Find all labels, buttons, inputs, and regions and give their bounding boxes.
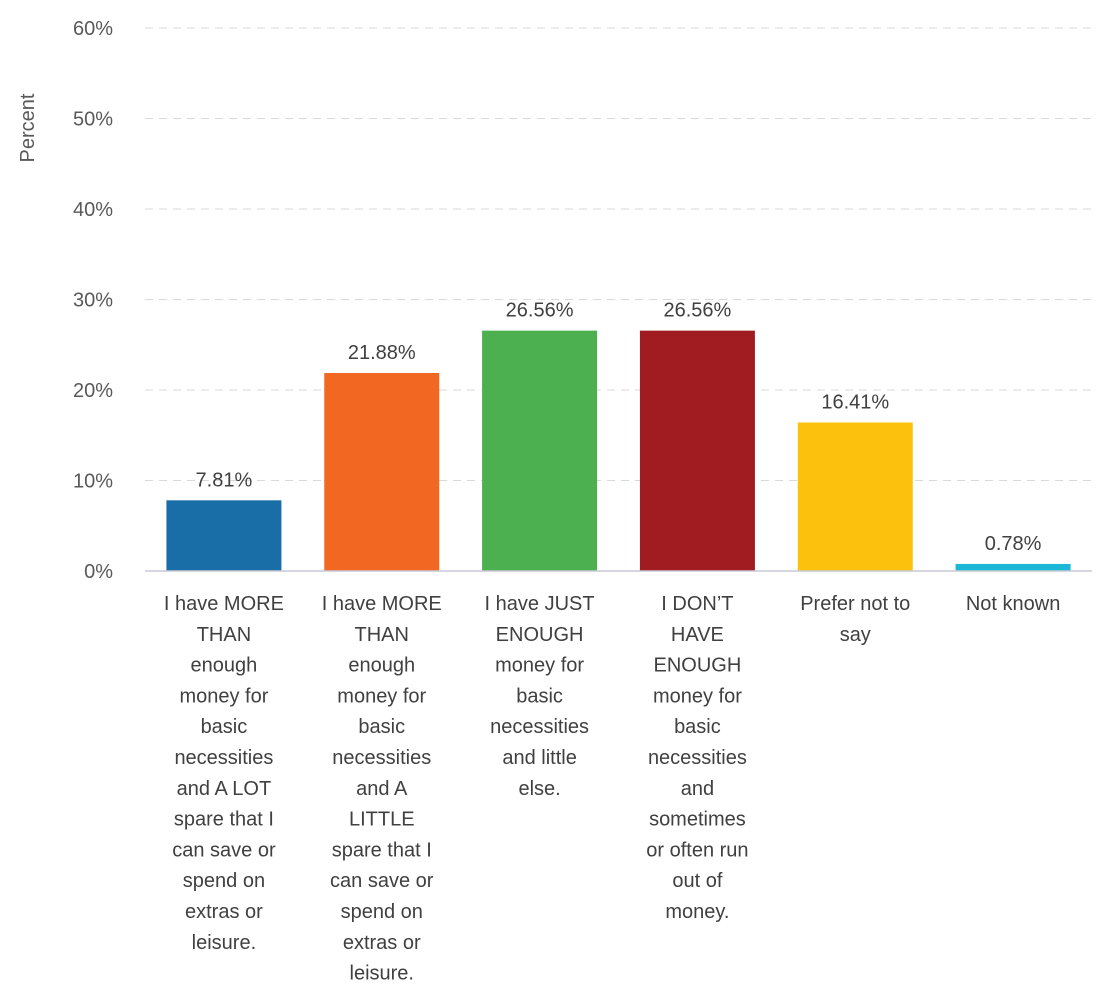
category-label-line: spare that I bbox=[332, 839, 432, 861]
category-label-line: Not known bbox=[966, 593, 1061, 615]
category-label-line: I have JUST bbox=[485, 593, 595, 615]
y-tick-label: 30% bbox=[73, 290, 113, 312]
category-label-line: and A LOT bbox=[177, 778, 272, 800]
y-tick-label: 50% bbox=[73, 109, 113, 131]
data-label: 26.56% bbox=[506, 300, 574, 322]
category-label-line: out of bbox=[672, 870, 722, 892]
category-label: I have MORE THAN enough money for basic neces… bbox=[322, 593, 442, 985]
category-label-line: basic bbox=[201, 716, 248, 738]
gridlines bbox=[145, 27, 1092, 481]
data-label: 16.41% bbox=[821, 391, 889, 413]
category-label: I have JUST ENOUGH money for basic necessiti… bbox=[485, 593, 595, 800]
category-label-line: I DON’T bbox=[661, 593, 733, 615]
data-labels: 7.81% 21.88% 26.56% 26.56% 16.41% 0.78% bbox=[196, 300, 1042, 555]
category-label: I DON’T HAVE ENOUGH money for basic necessiti… bbox=[646, 593, 748, 923]
category-label-line: leisure. bbox=[350, 963, 414, 985]
bar bbox=[482, 330, 598, 571]
category-label-line: ENOUGH bbox=[496, 624, 584, 646]
category-label-line: extras or bbox=[185, 901, 263, 923]
x-axis-categories: I have MORE THAN enough money for basic neces… bbox=[164, 593, 1060, 985]
y-tick-label: 0% bbox=[84, 561, 113, 583]
category-label-line: THAN bbox=[197, 624, 251, 646]
category-label: I have MORE THAN enough money for basic neces… bbox=[164, 593, 284, 954]
category-label-line: I have MORE bbox=[164, 593, 284, 615]
category-label-line: necessities bbox=[490, 716, 589, 738]
bars bbox=[166, 330, 1071, 571]
category-label-line: spare that I bbox=[174, 809, 274, 831]
category-label-line: and little bbox=[502, 747, 577, 769]
data-label: 21.88% bbox=[348, 342, 416, 364]
category-label-line: I have MORE bbox=[322, 593, 442, 615]
category-label: Prefer not to say bbox=[800, 593, 910, 646]
category-label-line: LITTLE bbox=[349, 809, 415, 831]
category-label-line: say bbox=[840, 624, 871, 646]
category-label-line: money for bbox=[653, 685, 742, 707]
category-label-line: enough bbox=[348, 655, 415, 677]
y-tick-label: 60% bbox=[73, 18, 113, 40]
category-label-line: money for bbox=[337, 685, 426, 707]
category-label-line: necessities bbox=[174, 747, 273, 769]
category-label-line: sometimes bbox=[649, 809, 746, 831]
category-label-line: can save or bbox=[172, 839, 276, 861]
category-label-line: leisure. bbox=[192, 932, 256, 954]
y-tick-label: 20% bbox=[73, 380, 113, 402]
category-label-line: necessities bbox=[648, 747, 747, 769]
y-axis-ticks: 0% 10% 20% 30% 40% 50% 60% bbox=[73, 18, 113, 583]
category-label-line: necessities bbox=[332, 747, 431, 769]
category-label-line: money for bbox=[179, 685, 268, 707]
bar bbox=[797, 422, 913, 571]
data-label: 0.78% bbox=[985, 533, 1042, 555]
category-label-line: else. bbox=[518, 778, 560, 800]
category-label-line: THAN bbox=[355, 624, 409, 646]
category-label-line: basic bbox=[674, 716, 721, 738]
category-label-line: or often run bbox=[646, 839, 748, 861]
y-tick-label: 40% bbox=[73, 199, 113, 221]
y-axis-label: Percent bbox=[17, 93, 39, 162]
category-label-line: basic bbox=[358, 716, 405, 738]
category-label-line: and bbox=[681, 778, 714, 800]
category-label-line: basic bbox=[516, 685, 563, 707]
bar bbox=[166, 500, 282, 571]
category-label-line: HAVE bbox=[671, 624, 724, 646]
category-label-line: Prefer not to bbox=[800, 593, 910, 615]
category-label-line: extras or bbox=[343, 932, 421, 954]
y-tick-label: 10% bbox=[73, 471, 113, 493]
category-label-line: spend on bbox=[341, 901, 423, 923]
data-label: 26.56% bbox=[663, 300, 731, 322]
category-label-line: money for bbox=[495, 655, 584, 677]
bar bbox=[639, 330, 755, 571]
category-label-line: and A bbox=[356, 778, 408, 800]
data-label: 7.81% bbox=[196, 469, 253, 491]
category-label-line: enough bbox=[191, 655, 258, 677]
category-label-line: spend on bbox=[183, 870, 265, 892]
category-label-line: can save or bbox=[330, 870, 434, 892]
category-label-line: money. bbox=[665, 901, 729, 923]
category-label: Not known bbox=[966, 593, 1061, 615]
bar bbox=[955, 563, 1071, 571]
category-label-line: ENOUGH bbox=[654, 655, 742, 677]
bar bbox=[324, 372, 440, 571]
